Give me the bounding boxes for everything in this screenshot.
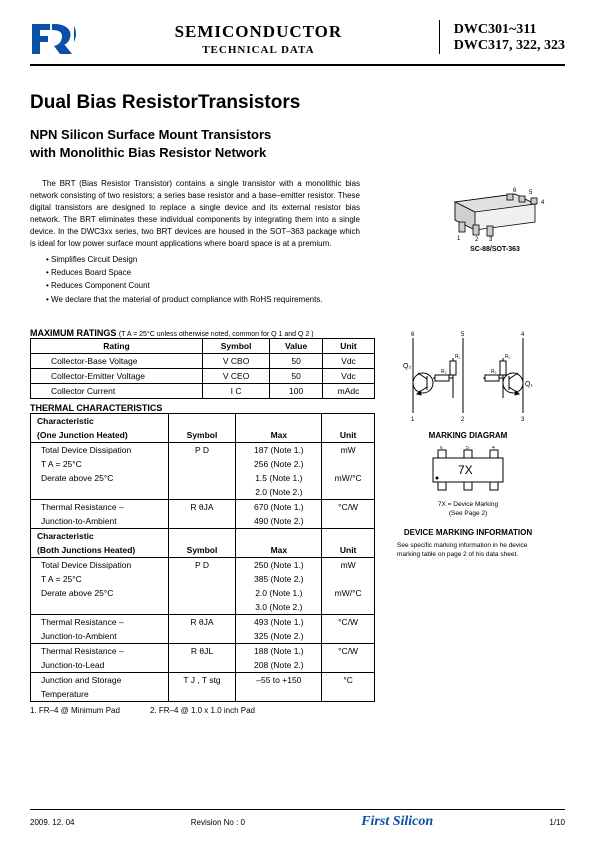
list-item: Reduces Board Space — [46, 267, 405, 280]
page-header: SEMICONDUCTOR TECHNICAL DATA DWC301~311 … — [30, 20, 565, 66]
logo-icon — [30, 20, 78, 58]
device-marking-text: See specific marking information in he d… — [393, 541, 543, 559]
circuit-diagram: 6 5 4 1 2 3 Q₂ Q₁ R₁ R₂ R₁ R₂ — [403, 328, 533, 423]
footnote: 2. FR–4 @ 1.0 x 1.0 inch Pad — [150, 706, 255, 715]
table-header: Value — [270, 338, 323, 353]
part-line-2: DWC317, 322, 323 — [454, 38, 565, 54]
table-row: Junction-to-Ambient325 (Note 2.) — [31, 629, 375, 644]
page-subtitle: NPN Silicon Surface Mount Transistors wi… — [30, 126, 565, 162]
svg-text:3: 3 — [521, 417, 525, 423]
package-diagram: 1 2 3 4 5 6 — [435, 182, 555, 242]
list-item: Simplifies Circuit Design — [46, 254, 405, 267]
list-item: Reduces Component Count — [46, 280, 405, 293]
svg-text:4: 4 — [541, 200, 545, 206]
header-title: SEMICONDUCTOR — [90, 22, 427, 42]
svg-text:5: 5 — [529, 190, 533, 196]
table-row: Collector-Emitter VoltageV CEO50Vdc — [31, 368, 375, 383]
max-ratings-title: MAXIMUM RATINGS (T A = 25°C unless other… — [30, 328, 375, 338]
table-row: Junction-to-Lead208 (Note 2.) — [31, 658, 375, 673]
max-ratings-table: Rating Symbol Value Unit Collector-Base … — [30, 338, 375, 399]
table-row: Collector-Base VoltageV CBO50Vdc — [31, 353, 375, 368]
header-subtitle: TECHNICAL DATA — [90, 44, 427, 56]
svg-text:Q₁: Q₁ — [525, 381, 533, 388]
marking-diagram-title: MARKING DIAGRAM — [393, 431, 543, 440]
marking-legend: 7X = Device Marking (See Page 2) — [393, 500, 543, 518]
table-row: Total Device DissipationP D250 (Note 1.)… — [31, 557, 375, 572]
table-header: Rating — [31, 338, 203, 353]
svg-text:R₂: R₂ — [491, 369, 497, 375]
svg-text:6: 6 — [411, 332, 415, 338]
package-label: SC-88/SOT-363 — [425, 246, 565, 253]
header-title-block: SEMICONDUCTOR TECHNICAL DATA — [90, 20, 427, 56]
table-header: Unit — [322, 338, 374, 353]
svg-text:7X: 7X — [458, 463, 473, 477]
footer-revision: Revision No : 0 — [191, 818, 245, 827]
svg-text:3: 3 — [489, 237, 493, 242]
page-footer: 2009. 12. 04 Revision No : 0 First Silic… — [30, 809, 565, 830]
page-title: Dual Bias ResistorTransistors — [30, 92, 565, 114]
table-row: (Both Junctions Heated) Symbol Max Unit — [31, 543, 375, 558]
svg-text:2: 2 — [475, 237, 479, 242]
subtitle-line-2: with Monolithic Bias Resistor Network — [30, 144, 565, 162]
svg-text:4: 4 — [492, 446, 495, 451]
thermal-title: THERMAL CHARACTERISTICS — [30, 403, 375, 413]
table-row: Junction and StorageT J , T stg–55 to +1… — [31, 672, 375, 687]
table-row: T A = 25°C256 (Note 2.) — [31, 457, 375, 471]
part-numbers: DWC301~311 DWC317, 322, 323 — [439, 20, 565, 54]
footer-page: 1/10 — [549, 818, 565, 827]
table-row: T A = 25°C385 (Note 2.) — [31, 572, 375, 586]
table-row: Derate above 25°C2.0 (Note 1.)mW/°C — [31, 586, 375, 600]
table-row: Thermal Resistance –R θJL188 (Note 1.)°C… — [31, 643, 375, 658]
table-row: Temperature — [31, 687, 375, 702]
table-row: Total Device DissipationP D187 (Note 1.)… — [31, 442, 375, 457]
svg-text:2: 2 — [461, 417, 465, 423]
svg-text:1: 1 — [457, 236, 461, 242]
intro-paragraph: The BRT (Bias Resistor Transistor) conta… — [30, 178, 360, 250]
svg-text:5: 5 — [466, 446, 469, 451]
table-row: Collector CurrentI C100mAdc — [31, 383, 375, 398]
svg-text:1: 1 — [411, 417, 415, 423]
svg-text:6: 6 — [440, 446, 443, 451]
svg-text:6: 6 — [513, 188, 517, 194]
table-row: 3.0 (Note 2.) — [31, 600, 375, 615]
max-ratings-note: (T A = 25°C unless otherwise noted, comm… — [119, 331, 314, 338]
table-footnotes: 1. FR–4 @ Minimum Pad 2. FR–4 @ 1.0 x 1.… — [30, 706, 375, 715]
device-marking-title: DEVICE MARKING INFORMATION — [393, 528, 543, 537]
rohs-declaration: • We declare that the material of produc… — [46, 295, 405, 304]
diagrams-column: 6 5 4 1 2 3 Q₂ Q₁ R₁ R₂ R₁ R₂ MARKING DI… — [393, 322, 543, 559]
table-row: Thermal Resistance –R θJA493 (Note 1.)°C… — [31, 614, 375, 629]
subtitle-line-1: NPN Silicon Surface Mount Transistors — [30, 126, 565, 144]
thermal-table-1: Characteristic (One Junction Heated) Sym… — [30, 413, 375, 702]
footer-brand: First Silicon — [361, 814, 433, 830]
svg-text:R₁: R₁ — [505, 354, 511, 360]
part-line-1: DWC301~311 — [454, 22, 565, 38]
feature-list: Simplifies Circuit Design Reduces Board … — [46, 254, 405, 292]
tables-column: MAXIMUM RATINGS (T A = 25°C unless other… — [30, 322, 375, 715]
table-row: Thermal Resistance –R θJA670 (Note 1.)°C… — [31, 499, 375, 514]
table-row: Derate above 25°C1.5 (Note 1.)mW/°C — [31, 471, 375, 485]
marking-diagram: 7X 6 5 4 — [413, 446, 523, 494]
svg-text:Q₂: Q₂ — [403, 363, 411, 370]
svg-text:R₂: R₂ — [441, 369, 447, 375]
table-row: (One Junction Heated) Symbol Max Unit — [31, 428, 375, 443]
footer-date: 2009. 12. 04 — [30, 818, 74, 827]
svg-text:R₁: R₁ — [455, 354, 461, 360]
svg-text:5: 5 — [461, 332, 465, 338]
table-header: Symbol — [203, 338, 270, 353]
svg-text:4: 4 — [521, 332, 525, 338]
table-row: 2.0 (Note 2.) — [31, 485, 375, 500]
table-row: Junction-to-Ambient490 (Note 2.) — [31, 514, 375, 529]
footnote: 1. FR–4 @ Minimum Pad — [30, 706, 120, 715]
